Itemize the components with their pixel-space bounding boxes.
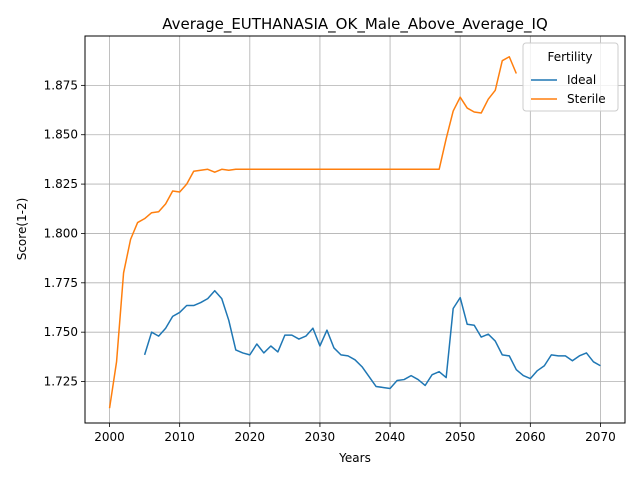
chart-title: Average_EUTHANASIA_OK_Male_Above_Average… xyxy=(162,15,548,34)
legend: Fertility Ideal Sterile xyxy=(522,42,619,112)
x-tick-label: 2050 xyxy=(445,430,476,444)
y-tick-label: 1.850 xyxy=(44,128,78,142)
y-tick-label: 1.725 xyxy=(44,375,78,389)
x-tick-label: 2060 xyxy=(515,430,546,444)
legend-label-ideal: Ideal xyxy=(567,73,596,87)
y-tick-label: 1.825 xyxy=(44,177,78,191)
x-tick-label: 2040 xyxy=(375,430,406,444)
legend-label-sterile: Sterile xyxy=(567,92,606,106)
legend-box xyxy=(522,42,619,112)
x-tick-label: 2010 xyxy=(164,430,195,444)
series-lines xyxy=(108,55,601,409)
plot-frame xyxy=(84,35,626,424)
x-tick-label: 2000 xyxy=(94,430,125,444)
y-tick-label: 1.800 xyxy=(44,226,78,240)
x-axis-ticks: 2000 2010 2020 2030 2040 2050 2060 2070 xyxy=(94,423,616,444)
y-axis-label: Score(1-2) xyxy=(15,198,29,261)
series-line-sterile xyxy=(108,55,517,409)
x-tick-label: 2020 xyxy=(235,430,266,444)
x-tick-label: 2070 xyxy=(585,430,616,444)
y-tick-label: 1.875 xyxy=(44,78,78,92)
series-line-ideal xyxy=(143,289,601,390)
legend-title: Fertility xyxy=(547,50,592,64)
y-tick-label: 1.750 xyxy=(44,325,78,339)
y-axis-ticks: 1.725 1.750 1.775 1.800 1.825 1.850 1.875 xyxy=(44,78,85,389)
x-tick-label: 2030 xyxy=(305,430,336,444)
y-tick-label: 1.775 xyxy=(44,276,78,290)
x-axis-label: Years xyxy=(338,451,371,465)
